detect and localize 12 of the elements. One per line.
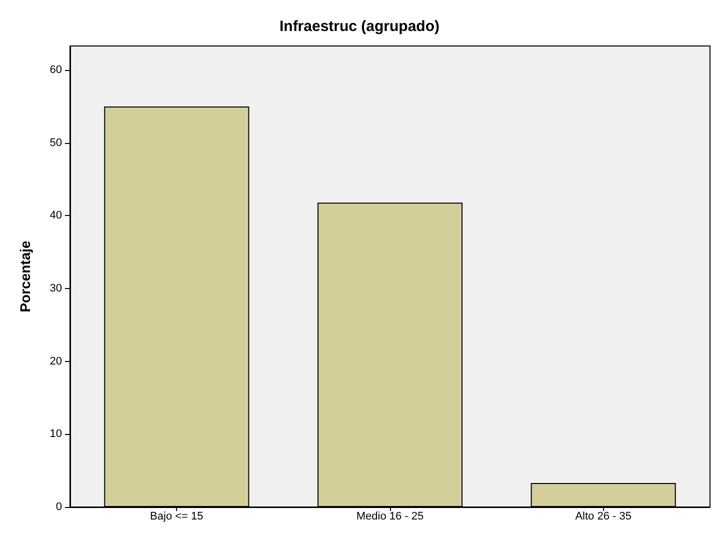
x-tick-label: Medio 16 - 25 <box>356 510 424 522</box>
x-tick-label: Alto 26 - 35 <box>575 510 632 522</box>
y-tick-label: 0 <box>56 501 62 513</box>
y-tick-label: 10 <box>50 428 62 440</box>
x-tick-label: Bajo <= 15 <box>150 510 204 522</box>
y-tick-label: 60 <box>50 64 62 76</box>
y-tick-label: 20 <box>50 355 62 368</box>
y-axis-title: Porcentaje <box>17 240 33 312</box>
y-tick-label: 40 <box>50 210 62 222</box>
y-tick-label: 30 <box>50 282 62 295</box>
chart-title: Infraestruc (agrupado) <box>279 18 440 35</box>
y-tick-label: 50 <box>50 136 62 149</box>
